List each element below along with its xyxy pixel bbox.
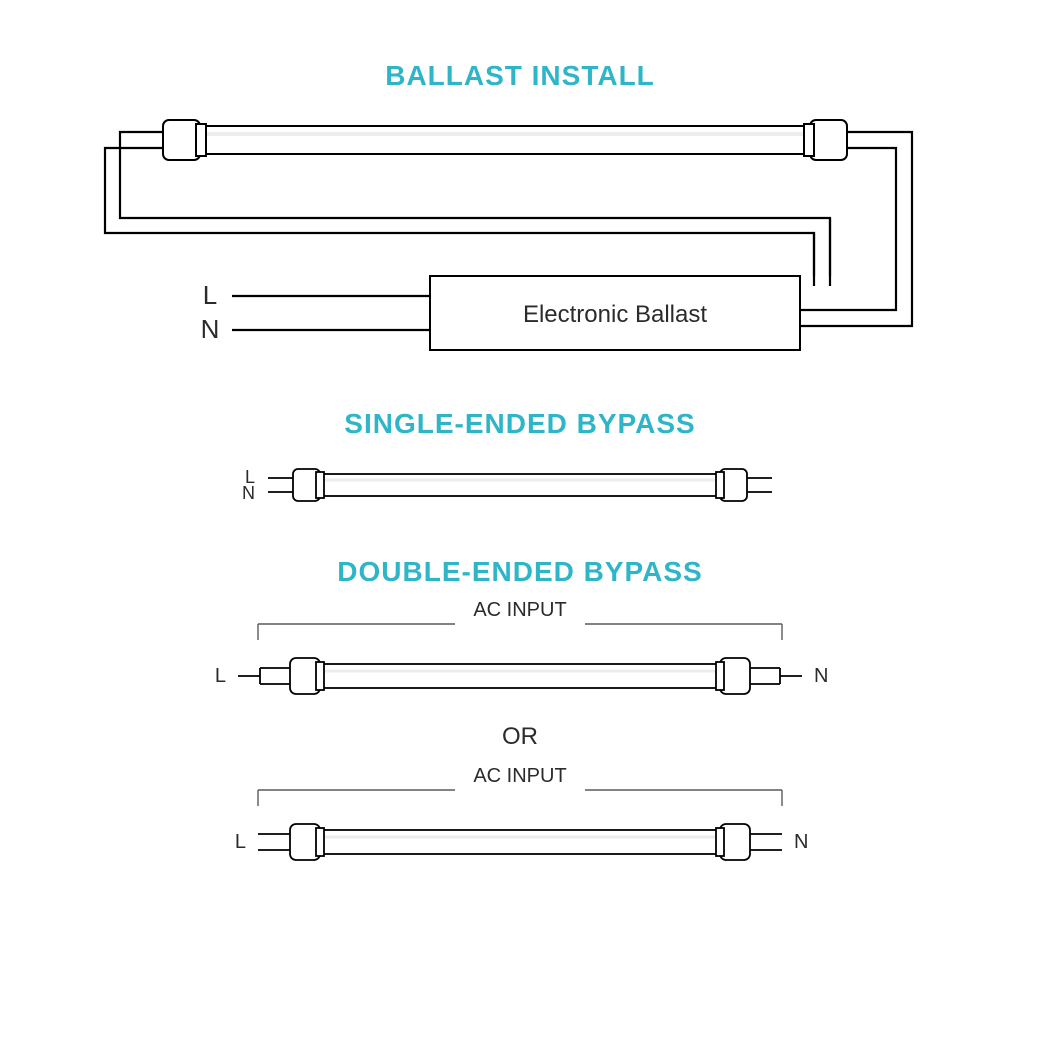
double-ended-diagram: AC INPUT L N OR AC INPUT xyxy=(0,596,1040,996)
double2-N-label: N xyxy=(794,831,808,853)
single-N-label: N xyxy=(242,483,255,503)
double1-N-label: N xyxy=(814,665,828,687)
ballast-label: Electronic Ballast xyxy=(523,301,707,328)
ballast-L-label: L xyxy=(203,280,217,310)
single-ended-diagram: L N xyxy=(0,448,1040,538)
ballast-install-diagram: Electronic Ballast L N xyxy=(0,98,1040,408)
or-label: OR xyxy=(502,723,538,750)
double1-L-label: L xyxy=(215,665,226,687)
double2-L-label: L xyxy=(235,831,246,853)
double-ended-title: DOUBLE-ENDED BYPASS xyxy=(0,556,1040,588)
ac-input-2: AC INPUT xyxy=(473,765,566,787)
ballast-install-title: BALLAST INSTALL xyxy=(0,60,1040,92)
single-ended-title: SINGLE-ENDED BYPASS xyxy=(0,408,1040,440)
ac-input-1: AC INPUT xyxy=(473,599,566,621)
ballast-N-label: N xyxy=(201,314,220,344)
